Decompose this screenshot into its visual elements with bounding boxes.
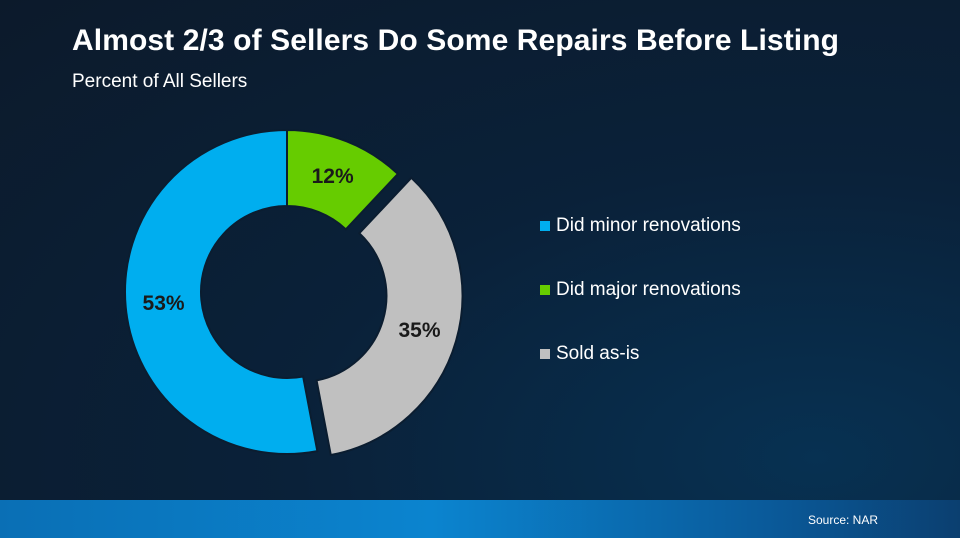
source-note: Source: NAR xyxy=(807,513,878,527)
legend-swatch-major-renovations xyxy=(540,285,550,295)
chart-title: Almost 2/3 of Sellers Do Some Repairs Be… xyxy=(72,24,840,57)
legend-label-major-renovations: Did major renovations xyxy=(556,279,741,300)
legend-label-sold-as-is: Sold as-is xyxy=(556,343,640,364)
slice-sold-as-is xyxy=(315,176,464,457)
chart-subtitle: Percent of All Sellers xyxy=(72,71,248,92)
legend-item-sold-as-is: Sold as-is xyxy=(540,342,741,366)
legend-item-major-renovations: Did major renovations xyxy=(540,278,741,302)
legend-item-minor-renovations: Did minor renovations xyxy=(540,214,741,238)
data-label-sold-as-is: 35% xyxy=(399,319,441,342)
data-label-major-renovations: 12% xyxy=(312,165,354,188)
chart-legend: Did minor renovations Did major renovati… xyxy=(540,214,741,406)
legend-swatch-minor-renovations xyxy=(540,221,550,231)
footer-bar: Source: NAR xyxy=(0,500,960,538)
legend-swatch-sold-as-is xyxy=(540,349,550,359)
slice-minor-renovations xyxy=(124,128,319,455)
donut-chart: 12% 35% 53% xyxy=(124,128,464,457)
slice-major-renovations xyxy=(286,128,400,231)
data-label-minor-renovations: 53% xyxy=(143,292,185,315)
legend-label-minor-renovations: Did minor renovations xyxy=(556,215,741,236)
